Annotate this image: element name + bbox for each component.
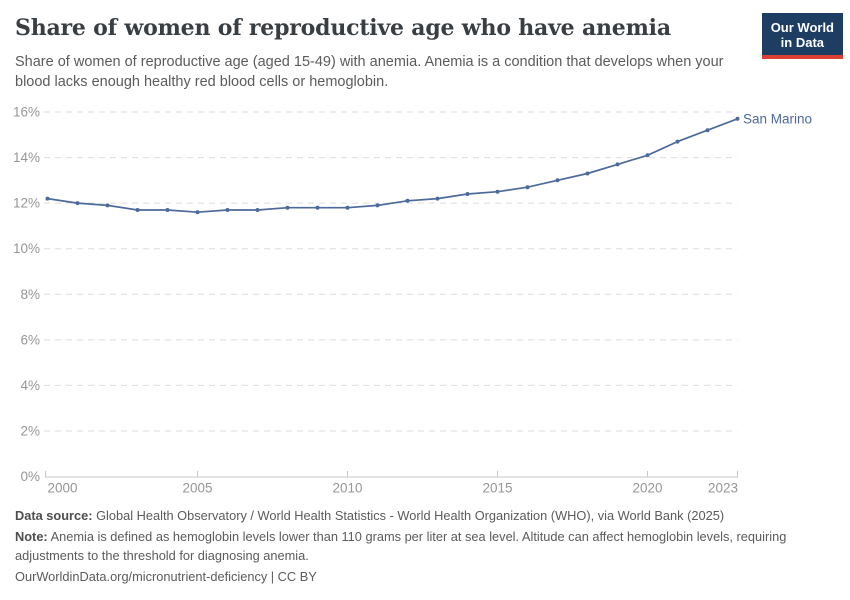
data-point[interactable] (255, 208, 260, 212)
owid-logo[interactable]: Our World in Data (761, 13, 843, 59)
data-point[interactable] (165, 208, 170, 212)
data-point[interactable] (615, 162, 620, 167)
y-axis-tick-label: 4% (20, 378, 40, 393)
data-point[interactable] (315, 205, 320, 210)
y-axis-tick-label: 2% (20, 423, 40, 438)
citation-line: OurWorldinData.org/micronutrient-deficie… (15, 568, 317, 584)
x-axis-tick-label: 2005 (182, 481, 212, 496)
data-point[interactable] (525, 185, 530, 190)
y-axis-tick-label: 6% (20, 332, 40, 347)
chart-title: Share of women of reproductive age who h… (15, 15, 671, 41)
data-point[interactable] (435, 196, 440, 201)
owid-logo-line1: Our World (770, 20, 834, 35)
note-label: Note: (15, 529, 48, 544)
data-point[interactable] (345, 205, 350, 210)
data-point[interactable] (645, 153, 650, 158)
data-point[interactable] (375, 203, 380, 208)
data-source-line: Data source: Global Health Observatory /… (15, 507, 833, 526)
note-text: Anemia is defined as hemoglobin levels l… (15, 529, 787, 563)
data-source-label: Data source: (15, 508, 93, 523)
data-point[interactable] (225, 208, 230, 212)
data-point[interactable] (495, 189, 500, 194)
chart-header: Share of women of reproductive age who h… (15, 14, 760, 92)
data-point[interactable] (735, 116, 740, 121)
data-point[interactable] (585, 171, 590, 176)
chart-footer: Data source: Global Health Observatory /… (15, 507, 833, 589)
data-source-text: Global Health Observatory / World Health… (96, 508, 725, 523)
y-axis-tick-label: 14% (13, 150, 40, 165)
y-axis-tick-label: 0% (20, 469, 40, 484)
y-axis-tick-label: 10% (13, 241, 40, 256)
x-axis-tick-label: 2000 (48, 481, 78, 496)
x-axis-tick-label: 2010 (332, 481, 362, 496)
owid-logo-line2: in Data (780, 35, 825, 50)
x-axis-tick-label: 2015 (482, 481, 512, 496)
data-point[interactable] (555, 178, 560, 183)
series-end-label[interactable]: San Marino (743, 111, 812, 126)
line-chart[interactable]: 0% 2% 4% 6% 8% 10% 12% 14% 16% 2000 2005 2010 2015 20… (0, 0, 850, 500)
y-axis-tick-label: 16% (13, 105, 40, 120)
data-point[interactable] (135, 208, 140, 212)
note-line: Note: Anemia is defined as hemoglobin le… (15, 528, 833, 565)
y-axis-tick-label: 8% (20, 287, 40, 302)
data-point[interactable] (705, 128, 710, 133)
x-axis-tick-label: 2020 (632, 481, 662, 496)
data-point[interactable] (405, 198, 410, 203)
data-point[interactable] (105, 203, 110, 208)
data-point[interactable] (75, 201, 80, 206)
data-line[interactable] (46, 117, 739, 214)
data-point[interactable] (285, 205, 290, 210)
chart-subtitle: Share of women of reproductive age (aged… (15, 54, 724, 90)
data-point[interactable] (675, 139, 680, 144)
y-axis-tick-label: 12% (13, 196, 40, 211)
x-axis-tick-label: 2023 (708, 481, 738, 496)
data-point[interactable] (195, 210, 200, 215)
data-point[interactable] (45, 196, 50, 201)
data-point[interactable] (465, 192, 470, 196)
